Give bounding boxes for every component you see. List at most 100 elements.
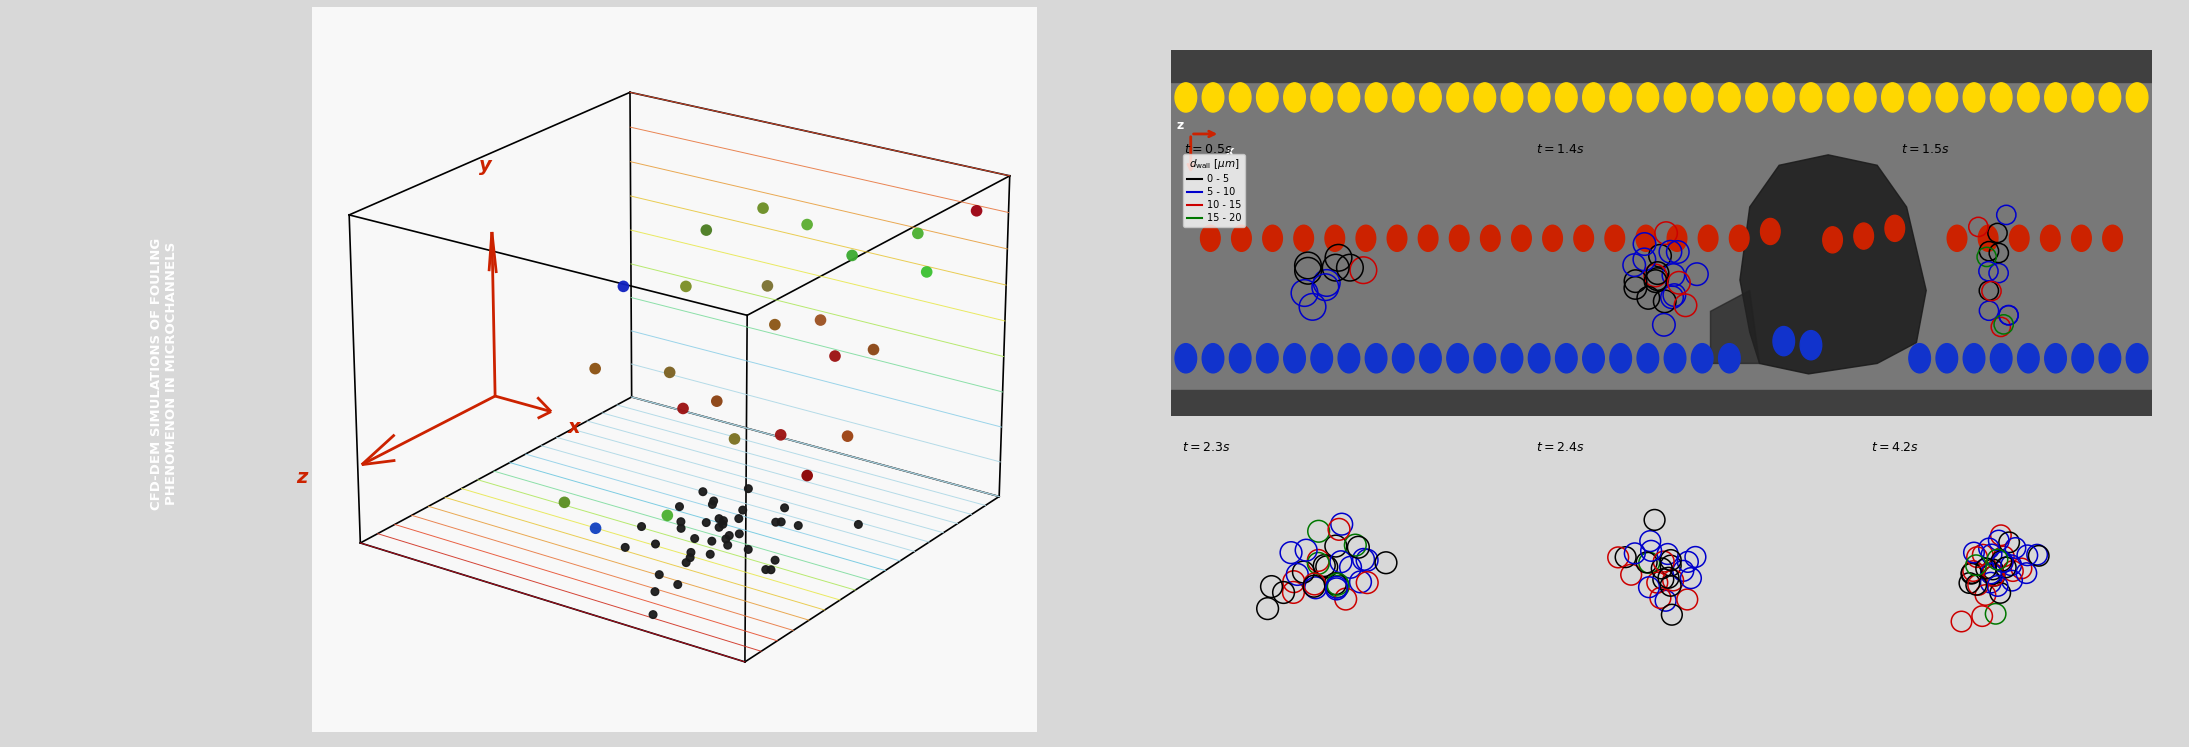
Ellipse shape xyxy=(2126,344,2147,373)
Ellipse shape xyxy=(1202,83,1224,112)
Ellipse shape xyxy=(1528,344,1550,373)
Ellipse shape xyxy=(1263,226,1283,251)
Ellipse shape xyxy=(1311,83,1333,112)
Ellipse shape xyxy=(1637,83,1659,112)
Ellipse shape xyxy=(1799,331,1821,360)
Ellipse shape xyxy=(1828,83,1850,112)
Ellipse shape xyxy=(2040,226,2060,251)
Ellipse shape xyxy=(1202,344,1224,373)
Ellipse shape xyxy=(1294,226,1313,251)
Polygon shape xyxy=(1710,291,1760,364)
Ellipse shape xyxy=(1692,344,1714,373)
Ellipse shape xyxy=(1609,344,1631,373)
Ellipse shape xyxy=(1230,344,1250,373)
Ellipse shape xyxy=(1513,226,1532,251)
Ellipse shape xyxy=(1392,344,1414,373)
Ellipse shape xyxy=(1664,83,1686,112)
Ellipse shape xyxy=(1388,226,1408,251)
Ellipse shape xyxy=(1200,226,1219,251)
Ellipse shape xyxy=(1473,83,1495,112)
Text: $t=2.3 s$: $t=2.3 s$ xyxy=(1182,441,1230,454)
Ellipse shape xyxy=(1574,226,1594,251)
Ellipse shape xyxy=(1256,83,1278,112)
Ellipse shape xyxy=(1175,344,1197,373)
Ellipse shape xyxy=(1729,226,1749,251)
Ellipse shape xyxy=(2104,226,2123,251)
Polygon shape xyxy=(1740,155,1926,374)
Ellipse shape xyxy=(1664,344,1686,373)
Ellipse shape xyxy=(1421,344,1440,373)
Ellipse shape xyxy=(1747,83,1767,112)
Legend: 0 - 5, 5 - 10, 10 - 15, 15 - 20: 0 - 5, 5 - 10, 10 - 15, 15 - 20 xyxy=(1184,154,1246,227)
Ellipse shape xyxy=(1990,344,2012,373)
Ellipse shape xyxy=(1605,226,1624,251)
Text: x: x xyxy=(1226,145,1232,158)
Ellipse shape xyxy=(2071,226,2090,251)
Ellipse shape xyxy=(1357,226,1375,251)
Ellipse shape xyxy=(1773,326,1795,356)
Ellipse shape xyxy=(1964,344,1985,373)
Ellipse shape xyxy=(1935,344,1957,373)
Ellipse shape xyxy=(2099,83,2121,112)
Ellipse shape xyxy=(1718,344,1740,373)
Ellipse shape xyxy=(1256,344,1278,373)
Ellipse shape xyxy=(1948,226,1966,251)
Ellipse shape xyxy=(1935,83,1957,112)
Ellipse shape xyxy=(1964,83,1985,112)
Ellipse shape xyxy=(1637,344,1659,373)
Ellipse shape xyxy=(1283,344,1305,373)
Ellipse shape xyxy=(1909,344,1931,373)
Ellipse shape xyxy=(1854,223,1874,249)
Ellipse shape xyxy=(1449,226,1469,251)
Ellipse shape xyxy=(1480,226,1499,251)
Ellipse shape xyxy=(1337,344,1359,373)
Ellipse shape xyxy=(1909,83,1931,112)
Text: $t=2.4 s$: $t=2.4 s$ xyxy=(1537,441,1585,454)
Ellipse shape xyxy=(1311,344,1333,373)
Ellipse shape xyxy=(1635,226,1655,251)
Ellipse shape xyxy=(1283,83,1305,112)
Ellipse shape xyxy=(1979,226,1999,251)
Ellipse shape xyxy=(1718,83,1740,112)
Ellipse shape xyxy=(1883,83,1902,112)
Ellipse shape xyxy=(1854,83,1876,112)
Ellipse shape xyxy=(1421,83,1440,112)
Ellipse shape xyxy=(2045,344,2066,373)
Ellipse shape xyxy=(2045,83,2066,112)
Bar xyxy=(1171,389,2152,415)
Ellipse shape xyxy=(1337,83,1359,112)
Ellipse shape xyxy=(1773,83,1795,112)
Ellipse shape xyxy=(1543,226,1563,251)
Ellipse shape xyxy=(1885,215,1904,241)
Ellipse shape xyxy=(1799,83,1821,112)
Ellipse shape xyxy=(1556,83,1576,112)
Bar xyxy=(1171,72,2152,394)
Text: $t=4.2 s$: $t=4.2 s$ xyxy=(1872,441,1920,454)
Text: z: z xyxy=(1175,119,1184,131)
Text: $t=1.5 s$: $t=1.5 s$ xyxy=(1900,143,1948,156)
Ellipse shape xyxy=(1502,344,1524,373)
Ellipse shape xyxy=(1556,344,1576,373)
Ellipse shape xyxy=(1699,226,1718,251)
Ellipse shape xyxy=(2018,344,2040,373)
Text: $t=1.4 s$: $t=1.4 s$ xyxy=(1537,143,1585,156)
Ellipse shape xyxy=(1232,226,1252,251)
Ellipse shape xyxy=(1175,83,1197,112)
Ellipse shape xyxy=(1392,83,1414,112)
Ellipse shape xyxy=(1366,344,1388,373)
Text: $t=0.5 s$: $t=0.5 s$ xyxy=(1184,143,1232,156)
Ellipse shape xyxy=(1447,83,1469,112)
Ellipse shape xyxy=(1583,83,1605,112)
Ellipse shape xyxy=(1473,344,1495,373)
Ellipse shape xyxy=(1230,83,1250,112)
Ellipse shape xyxy=(2018,83,2040,112)
Text: CFD-DEM SIMULATIONS OF FOULING
PHENOMENON IN MICROCHANNELS: CFD-DEM SIMULATIONS OF FOULING PHENOMENO… xyxy=(151,238,177,509)
Ellipse shape xyxy=(1760,218,1780,244)
Ellipse shape xyxy=(1609,83,1631,112)
Ellipse shape xyxy=(1447,344,1469,373)
Ellipse shape xyxy=(1668,226,1688,251)
Ellipse shape xyxy=(2099,344,2121,373)
Ellipse shape xyxy=(1823,227,1843,253)
Ellipse shape xyxy=(2073,344,2093,373)
Ellipse shape xyxy=(1692,83,1714,112)
